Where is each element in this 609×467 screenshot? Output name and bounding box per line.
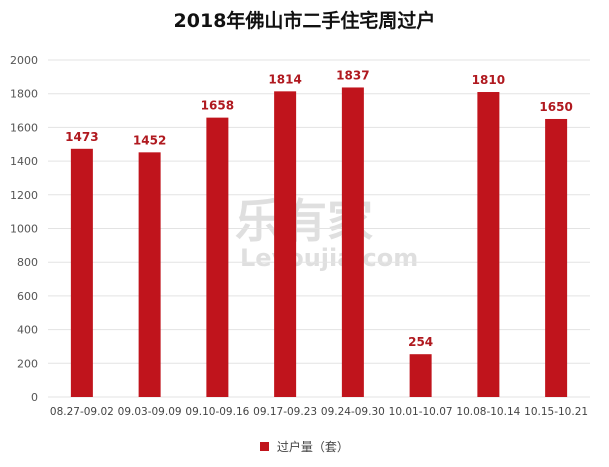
bar	[545, 118, 568, 397]
y-tick-label: 200	[17, 357, 38, 370]
y-tick-label: 0	[31, 391, 38, 404]
data-label: 1452	[133, 133, 166, 147]
y-tick-label: 1800	[10, 88, 38, 101]
x-tick-label: 08.27-09.02	[50, 406, 114, 418]
bar	[274, 91, 297, 397]
legend-label: 过户量（套）	[276, 440, 349, 454]
chart-title: 2018年佛山市二手住宅周过户	[173, 10, 436, 32]
y-tick-label: 2000	[10, 54, 38, 67]
bars	[70, 87, 568, 397]
x-tick-label: 09.17-09.23	[253, 406, 317, 418]
y-tick-label: 1600	[10, 121, 38, 134]
data-label: 1810	[472, 73, 505, 87]
data-labels: 1473 1452 1658 1814 1837 254 1810 1650	[65, 68, 573, 349]
y-tick-label: 600	[17, 290, 38, 303]
y-tick-label: 400	[17, 324, 38, 337]
legend: 过户量（套）	[0, 438, 609, 455]
bar	[138, 152, 161, 397]
gridlines	[48, 59, 590, 398]
data-label: 1814	[268, 72, 301, 86]
data-label: 254	[408, 335, 433, 349]
bar	[341, 87, 364, 397]
x-tick-label: 10.08-10.14	[456, 406, 520, 418]
x-tick-label: 10.01-10.07	[389, 406, 453, 418]
bar	[409, 354, 432, 397]
x-tick-label: 09.03-09.09	[118, 406, 182, 418]
bar	[206, 117, 229, 397]
y-tick-label: 1400	[10, 155, 38, 168]
bar	[70, 148, 93, 397]
y-tick-label: 1200	[10, 189, 38, 202]
data-label: 1658	[201, 99, 234, 113]
x-axis: 08.27-09.02 09.03-09.09 09.10-09.16 09.17-0…	[50, 406, 588, 418]
legend-swatch	[260, 442, 270, 451]
y-tick-label: 800	[17, 256, 38, 269]
data-label: 1650	[539, 100, 572, 114]
y-axis: 0 200 400 600 800 1000 1200 1400 1600 1800 2000	[10, 54, 38, 404]
bar	[477, 92, 500, 397]
x-tick-label: 10.15-10.21	[524, 406, 588, 418]
y-tick-label: 1000	[10, 223, 38, 236]
data-label: 1473	[65, 130, 98, 144]
x-tick-label: 09.24-09.30	[321, 406, 385, 418]
x-tick-label: 09.10-09.16	[185, 406, 249, 418]
data-label: 1837	[336, 68, 369, 82]
